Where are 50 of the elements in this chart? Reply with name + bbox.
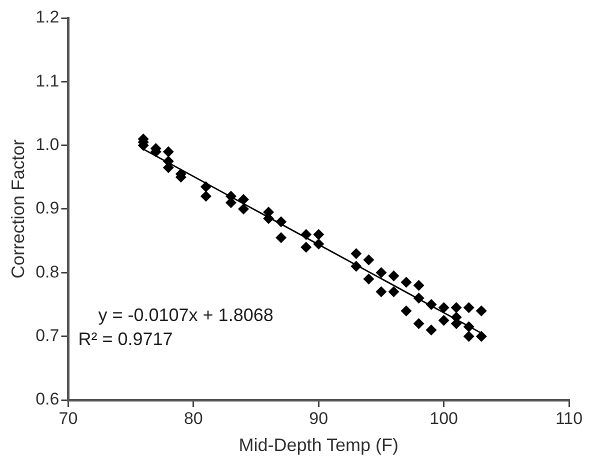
point [300, 228, 312, 240]
y-tick-label: 1.0 [36, 135, 60, 154]
point [300, 242, 312, 253]
point [313, 238, 324, 250]
x-tick-label: 100 [430, 408, 458, 428]
point [476, 305, 487, 316]
point [238, 194, 249, 205]
y-tick-label: 0.6 [36, 390, 60, 409]
point [463, 330, 474, 342]
point [276, 216, 287, 228]
x-tick-label: 80 [184, 408, 203, 428]
point [363, 254, 374, 266]
point [413, 280, 424, 291]
point [388, 270, 400, 282]
point [426, 324, 437, 336]
point [350, 248, 362, 260]
point [438, 314, 450, 326]
x-axis-title: Mid-Depth Temp (F) [238, 435, 398, 456]
point [276, 232, 287, 244]
point [413, 318, 424, 330]
y-tick-label: 0.9 [36, 198, 60, 218]
point [162, 146, 174, 158]
point [376, 286, 387, 298]
point [200, 190, 212, 202]
annotation: y = -0.0107x + 1.8068 [98, 304, 274, 325]
point [400, 276, 412, 288]
y-tick-label: 1.2 [36, 8, 60, 27]
x-tick-label: 110 [555, 408, 583, 428]
point [376, 267, 387, 278]
x-tick-label: 90 [309, 408, 328, 428]
point [350, 260, 362, 272]
y-tick-label: 0.8 [36, 262, 60, 282]
point [238, 204, 249, 214]
point [450, 302, 462, 314]
point [388, 286, 400, 298]
point [313, 228, 324, 240]
point [426, 299, 437, 310]
y-axis-title: Correction Factor [8, 139, 28, 279]
annotation: R² = 0.9717 [78, 328, 173, 349]
x-tick-label: 70 [58, 408, 78, 428]
point [400, 305, 412, 316]
point [363, 274, 374, 285]
point [438, 302, 450, 314]
point [200, 181, 212, 192]
point [476, 330, 487, 342]
point [463, 321, 474, 332]
y-tick-label: 0.7 [36, 326, 60, 346]
point [413, 292, 424, 304]
point [463, 302, 474, 314]
y-tick-label: 1.1 [36, 71, 60, 90]
